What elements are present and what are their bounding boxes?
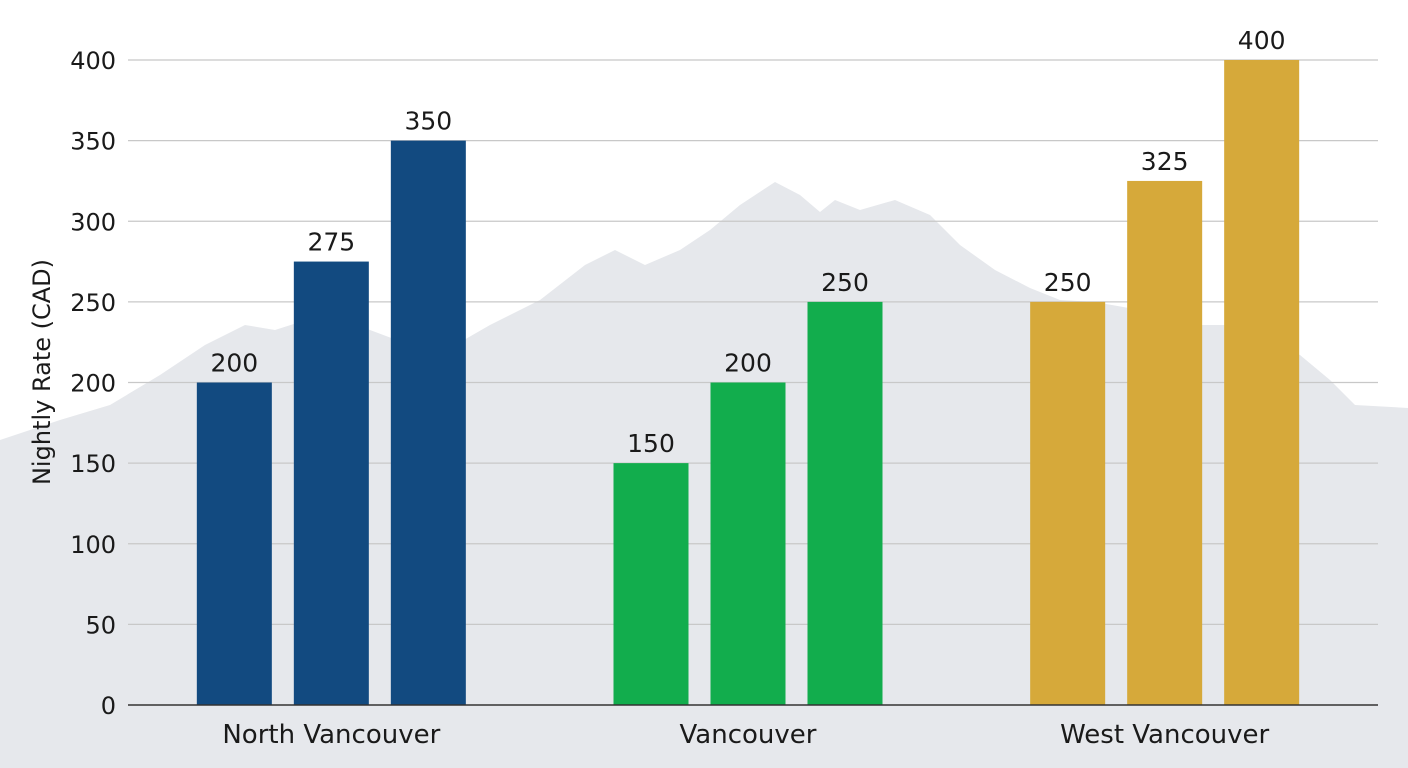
x-axis-category-labels: North Vancouver Vancouver West Vancouver [222, 720, 1269, 750]
y-axis-title: Nightly Rate (CAD) [28, 259, 56, 485]
y-tick-label-50: 50 [85, 611, 116, 639]
category-label-north-vancouver: North Vancouver [222, 720, 440, 750]
bar-west-vancouver-1 [1030, 301, 1106, 705]
bar-north-vancouver-3 [390, 140, 466, 705]
y-tick-label-350: 350 [70, 128, 116, 156]
data-label-west-vancouver-1: 250 [1044, 268, 1092, 297]
bar-west-vancouver-3 [1224, 60, 1300, 705]
category-label-west-vancouver: West Vancouver [1060, 720, 1269, 750]
data-label-vancouver-1: 150 [627, 429, 675, 458]
y-tick-label-200: 200 [70, 370, 116, 398]
y-tick-label-150: 150 [70, 450, 116, 478]
bar-vancouver-2 [710, 382, 786, 705]
y-axis-ticks: 0 50 100 150 200 250 300 350 400 [70, 47, 116, 720]
y-tick-label-300: 300 [70, 208, 116, 236]
bar-north-vancouver-1 [196, 382, 272, 705]
category-label-vancouver: Vancouver [680, 720, 817, 750]
data-label-north-vancouver-2: 275 [307, 228, 355, 257]
y-tick-label-400: 400 [70, 47, 116, 75]
data-label-north-vancouver-3: 350 [404, 107, 452, 136]
y-tick-label-0: 0 [101, 692, 116, 720]
data-labels: 200 275 350 150 200 250 250 325 400 [210, 26, 1285, 458]
data-label-west-vancouver-3: 400 [1238, 26, 1286, 55]
y-tick-label-250: 250 [70, 289, 116, 317]
bar-vancouver-1 [613, 463, 689, 705]
bar-west-vancouver-2 [1127, 180, 1203, 705]
data-label-north-vancouver-1: 200 [210, 349, 258, 378]
y-tick-label-100: 100 [70, 531, 116, 559]
bar-north-vancouver-2 [293, 261, 369, 705]
data-label-vancouver-2: 200 [724, 349, 772, 378]
data-label-west-vancouver-2: 325 [1141, 147, 1189, 176]
data-label-vancouver-3: 250 [821, 268, 869, 297]
bars [196, 60, 1300, 705]
bar-vancouver-3 [807, 301, 883, 705]
